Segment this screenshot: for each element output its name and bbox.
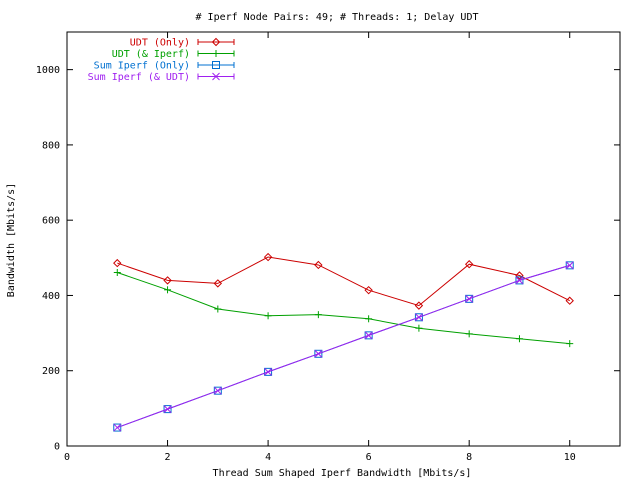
data-point bbox=[515, 271, 524, 280]
data-point bbox=[465, 294, 474, 303]
data-point bbox=[465, 294, 474, 303]
y-tick-label: 400 bbox=[42, 291, 60, 302]
data-point bbox=[113, 258, 122, 268]
data-point bbox=[264, 368, 272, 376]
data-point bbox=[414, 301, 424, 310]
legend-marker bbox=[212, 72, 220, 81]
data-point bbox=[264, 367, 273, 376]
data-point bbox=[364, 331, 373, 340]
data-point bbox=[515, 335, 523, 343]
data-point bbox=[364, 331, 373, 340]
data-point bbox=[515, 276, 524, 285]
data-point bbox=[164, 286, 172, 294]
chart-title: # Iperf Node Pairs: 49; # Threads: 1; De… bbox=[196, 12, 479, 23]
y-axis-label: Bandwidth [Mbits/s] bbox=[6, 183, 17, 297]
legend: UDT (Only)UDT (& Iperf)Sum Iperf (Only)S… bbox=[88, 37, 235, 83]
data-point bbox=[565, 261, 574, 270]
series-4 bbox=[113, 261, 574, 432]
y-tick-label: 200 bbox=[42, 366, 60, 377]
legend-label: Sum Iperf (& UDT) bbox=[88, 72, 190, 83]
y-tick-label: 1000 bbox=[36, 65, 60, 76]
x-axis: 0 2 4 6 8 10 bbox=[64, 32, 576, 463]
data-point bbox=[214, 305, 222, 313]
data-point bbox=[314, 349, 323, 358]
data-point bbox=[263, 252, 273, 262]
x-tick-label: 10 bbox=[564, 452, 576, 463]
legend-entry: Sum Iperf (Only) bbox=[94, 61, 235, 72]
series-1 bbox=[113, 252, 574, 310]
data-point bbox=[163, 405, 172, 413]
y-axis: 0 200 400 600 800 1000 bbox=[36, 65, 620, 453]
data-point bbox=[113, 423, 122, 432]
data-point bbox=[163, 405, 172, 414]
legend-label: Sum Iperf (Only) bbox=[94, 61, 190, 72]
plot-frame bbox=[66, 31, 621, 447]
legend-marker bbox=[212, 61, 220, 69]
data-point bbox=[515, 276, 524, 285]
data-point bbox=[314, 260, 323, 270]
y-tick-label: 800 bbox=[42, 140, 60, 151]
data-point bbox=[113, 268, 121, 276]
x-tick-label: 2 bbox=[165, 452, 171, 463]
data-point bbox=[365, 315, 373, 323]
data-point bbox=[163, 276, 172, 285]
legend-marker bbox=[211, 37, 221, 47]
data-point bbox=[213, 386, 222, 395]
data-point bbox=[565, 296, 574, 305]
data-point bbox=[113, 423, 122, 432]
y-tick-label: 600 bbox=[42, 216, 60, 227]
x-tick-label: 0 bbox=[64, 452, 70, 463]
series-line bbox=[117, 256, 570, 307]
data-point bbox=[464, 260, 474, 269]
x-tick-label: 6 bbox=[366, 452, 372, 463]
x-tick-label: 8 bbox=[466, 452, 472, 463]
series-line bbox=[117, 272, 570, 345]
data-point bbox=[415, 313, 423, 322]
data-point bbox=[566, 340, 574, 348]
data-point bbox=[213, 386, 222, 395]
legend-label: UDT (Only) bbox=[130, 38, 190, 49]
data-point bbox=[264, 312, 272, 320]
legend-entry: UDT (& Iperf) bbox=[112, 49, 235, 60]
data-point bbox=[465, 330, 473, 338]
data-point bbox=[565, 261, 574, 270]
legend-entry: Sum Iperf (& UDT) bbox=[88, 72, 235, 83]
series-layer bbox=[113, 252, 574, 432]
data-point bbox=[213, 279, 223, 288]
legend-marker bbox=[212, 50, 220, 57]
legend-label: UDT (& Iperf) bbox=[112, 49, 190, 60]
data-point bbox=[415, 324, 423, 332]
series-line bbox=[117, 264, 570, 429]
y-tick-label: 0 bbox=[54, 442, 60, 453]
x-axis-label: Thread Sum Shaped Iperf Bandwidth [Mbits… bbox=[213, 468, 472, 479]
data-point bbox=[364, 285, 373, 295]
legend-entry: UDT (Only) bbox=[130, 37, 235, 49]
data-point bbox=[414, 313, 423, 322]
data-point bbox=[314, 311, 322, 319]
x-tick-label: 4 bbox=[265, 452, 271, 463]
series-2 bbox=[113, 268, 574, 348]
data-point bbox=[314, 349, 323, 358]
